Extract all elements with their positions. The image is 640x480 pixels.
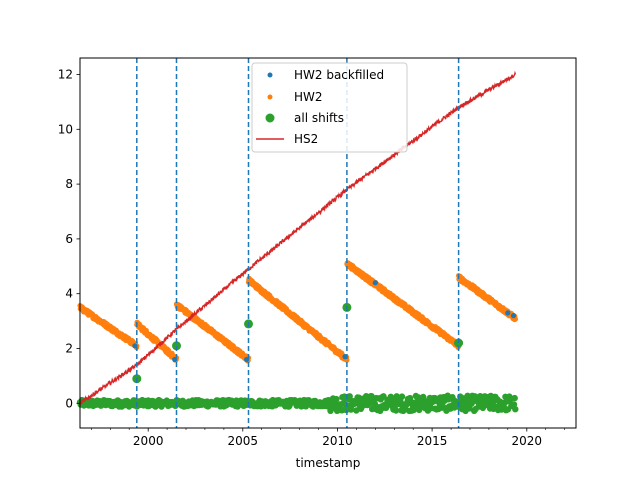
all-shifts-band <box>76 392 519 415</box>
hw2-backfilled-point <box>505 310 511 316</box>
all-shifts-point <box>172 341 181 351</box>
legend: HW2 backfilled HW2 all shifts HS2 <box>251 62 408 153</box>
x-tick-label: 2000 <box>133 434 164 448</box>
hs2-line <box>79 70 517 405</box>
x-tick-label: 2005 <box>228 434 259 448</box>
all-shifts-band-point <box>392 407 400 414</box>
legend-label-hw2: HW2 <box>294 90 323 104</box>
legend-marker-hw2-backfilled <box>267 72 273 78</box>
hw2-backfilled-point <box>510 313 517 319</box>
legend-label-hw2-backfilled: HW2 backfilled <box>294 68 384 82</box>
y-tick-label: 6 <box>65 232 73 246</box>
x-axis: 2000 2005 2010 2015 2020 <box>91 428 565 448</box>
y-tick-label: 0 <box>65 396 73 410</box>
y-tick-label: 10 <box>58 122 73 136</box>
x-tick-label: 2010 <box>322 434 353 448</box>
legend-marker-hw2 <box>267 94 273 100</box>
legend-label-hs2: HS2 <box>294 132 318 146</box>
shift-vlines <box>136 58 460 428</box>
legend-frame <box>251 62 408 153</box>
all-shifts-band-point <box>398 393 406 400</box>
y-axis: 0 2 4 6 8 10 12 <box>58 67 80 410</box>
hw2-points <box>77 260 519 364</box>
all-shifts-band-point <box>346 393 353 400</box>
all-shifts-band-point <box>511 394 518 402</box>
data-marks <box>76 58 519 428</box>
legend-label-all-shifts: all shifts <box>294 111 344 125</box>
y-tick-label: 8 <box>65 177 73 191</box>
axes-frame <box>79 57 577 429</box>
all-shifts-band-point <box>512 406 519 413</box>
x-tick-label: 2015 <box>417 434 448 448</box>
y-tick-label: 2 <box>65 342 73 356</box>
hw2-backfilled-point <box>372 280 378 286</box>
x-axis-label: timestamp <box>296 456 361 470</box>
plot-marks <box>76 58 519 428</box>
y-tick-label: 12 <box>58 67 73 81</box>
x-tick-label: 2020 <box>512 434 543 448</box>
y-tick-label: 4 <box>65 287 73 301</box>
legend-marker-all-shifts <box>265 113 275 123</box>
all-shifts-band-point <box>333 395 340 403</box>
